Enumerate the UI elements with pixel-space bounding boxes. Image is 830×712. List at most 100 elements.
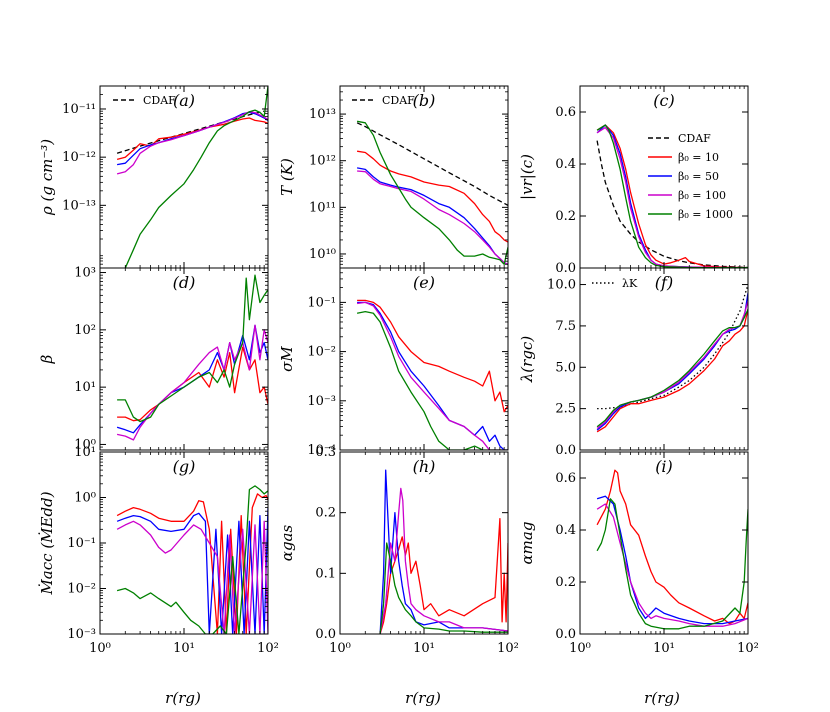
panel-h-ylabel: αgas (278, 525, 296, 562)
panel-a-line-b100 (116, 111, 268, 175)
panel-f-line-b1000 (596, 309, 748, 428)
panel-a-series-group (116, 86, 268, 268)
panel-c-ytick-label: 0.6 (555, 105, 576, 120)
panel-b-line-b100 (357, 170, 508, 265)
panel-c: 0.0 0.2 0.4 0.6 |vr|(c) (c) (518, 85, 749, 276)
panel-f-line-lambdaK (597, 284, 748, 410)
panel-i-xtick-label: 10² (737, 641, 759, 656)
panel-f-ylabel: λ(rgc) (518, 336, 536, 384)
panel-a: 10⁻¹³ 10⁻¹² 10⁻¹¹ ρ (g cm⁻³) (a) (38, 85, 269, 269)
panel-i-ytick-label: 0.2 (555, 575, 576, 590)
panel-h-ytick-label: 0.0 (315, 627, 336, 642)
panel-e-ytick-label: 10⁻⁴ (307, 443, 336, 458)
legend-text-c-b10: β₀ = 10 (678, 151, 719, 164)
panel-f-ytick-label: 2.5 (555, 402, 576, 417)
panel-e-ytick-label: 10⁻³ (307, 394, 336, 409)
panel-h-xtick-label: 10¹ (413, 641, 435, 656)
panel-i-ytick-label: 0.4 (555, 523, 576, 538)
panel-g-ytick-label: 10⁻² (67, 582, 96, 597)
panel-i-frame (579, 451, 749, 635)
panel-h-line-b10 (379, 518, 508, 634)
panel-h-line-b100 (379, 487, 508, 634)
panel-d-line-b10 (117, 346, 268, 422)
panel-d-line-b50 (116, 324, 268, 434)
panel-g: 10⁰ 10¹ 10² 10⁻³ 10⁻² 10⁻¹ 10⁰ 10¹ Ṁacc (ṀEdd) (g… (38, 445, 279, 656)
panel-h-line-b1000 (379, 542, 508, 634)
panel-d-ylabel: β (38, 354, 56, 364)
legend-text-c-cdaf: CDAF (678, 132, 711, 145)
panel-i-series-group (596, 469, 748, 630)
panel-f-line-b10 (596, 309, 748, 433)
panel-b-ytick-label: 10¹³ (309, 107, 336, 122)
panel-h-ytick-label: 0.1 (315, 566, 336, 581)
panel-d-line-b1000 (117, 274, 268, 423)
panel-g-ytick-label: 10⁻¹ (67, 536, 96, 551)
panel-f-ytick-label: 10.0 (547, 278, 576, 293)
panel-i-label: (i) (655, 457, 673, 476)
panel-e-line-b10 (357, 299, 508, 413)
panel-c-ytick-label: 0.2 (555, 209, 576, 224)
panel-f-ytick-label: 7.5 (555, 319, 576, 334)
panel-e-ytick-label: 10⁻¹ (307, 295, 336, 310)
panel-h-label: (h) (413, 457, 436, 476)
panel-e-line-b100 (357, 301, 508, 450)
panel-h-ytick-label: 0.3 (315, 445, 336, 460)
panel-d-ytick-label: 10² (74, 323, 96, 338)
panel-e-series-group (356, 299, 508, 450)
panel-d-ytick-label: 10¹ (74, 380, 96, 395)
panel-g-ylabel: Ṁacc (ṀEdd) (38, 491, 56, 595)
panel-g-xtick-label: 10² (257, 641, 279, 656)
panel-a-ytick-label: 10⁻¹² (62, 150, 96, 165)
panel-a-line-b50 (116, 111, 268, 166)
panel-h-series-group (379, 469, 508, 634)
panel-b-label: (b) (413, 91, 436, 110)
panels-group: 10⁻¹³ 10⁻¹² 10⁻¹¹ ρ (g cm⁻³) (a) 10¹⁰ 10¹¹ 10¹²… (38, 85, 759, 656)
legend-text-f-lambdak: λK (622, 277, 638, 290)
panel-c-frame (579, 85, 749, 269)
panel-c-label: (c) (653, 91, 674, 110)
panel-b-ytick-label: 10¹² (309, 154, 336, 169)
panel-i-xtick-label: 10¹ (653, 641, 675, 656)
panel-g-xtick-label: 10¹ (173, 641, 195, 656)
panel-i-ytick-label: 0.6 (555, 471, 576, 486)
panel-d-ytick-label: 10⁰ (74, 437, 96, 452)
x-axis-label-col1: r(rg) (165, 689, 201, 707)
panel-b-ylabel: T (K) (278, 158, 296, 196)
panel-e-ylabel: σM (278, 346, 296, 372)
panel-d-ytick-label: 10³ (74, 266, 96, 281)
panel-i-line-b50 (596, 495, 748, 625)
panel-b-series-group (356, 120, 508, 265)
panel-d-series-group (116, 274, 268, 441)
panel-i-xtick-label: 10⁰ (569, 641, 591, 656)
panel-g-ytick-label: 10⁻³ (67, 627, 96, 642)
x-axis-labels: r(rg) r(rg) r(rg) (165, 689, 680, 707)
panel-i-ytick-label: 0.0 (555, 627, 576, 642)
panel-b-line-CDAF (356, 122, 508, 206)
panel-c-series-group (596, 124, 748, 268)
panel-i-line-b100 (596, 503, 748, 627)
panel-b-line-b50 (356, 167, 508, 265)
panel-f: 0.0 2.5 5.0 7.5 10.0 λ(rgc) (f) (518, 267, 749, 458)
legend-text-c-b50: β₀ = 50 (678, 170, 719, 183)
panel-b-line-b10 (356, 150, 508, 243)
panel-g-line-b1000 (116, 485, 268, 634)
legend-text-b-cdaf: CDAF (382, 94, 415, 107)
panel-g-series-group (116, 485, 268, 634)
x-axis-label-col2: r(rg) (405, 689, 441, 707)
panel-e: 10⁻⁴ 10⁻³ 10⁻² 10⁻¹ σM (e) (278, 267, 509, 458)
panel-g-ytick-label: 10⁰ (74, 491, 96, 506)
panel-a-line-b1000 (124, 86, 268, 268)
panel-i-ylabel: αmag (518, 522, 536, 565)
legend-text-c-b1000: β₀ = 1000 (678, 208, 733, 221)
panel-f-ytick-label: 0.0 (555, 443, 576, 458)
panel-h: 10⁰ 10¹ 10² 0.0 0.1 0.2 0.3 αgas (h) (278, 445, 519, 656)
panel-f-series-group (596, 284, 748, 433)
panel-g-line-b100 (116, 520, 268, 634)
panel-a-ytick-label: 10⁻¹¹ (62, 102, 96, 117)
panel-f-label: (f) (655, 273, 673, 292)
panel-e-line-b50 (357, 301, 508, 450)
legend-text-a-cdaf: CDAF (143, 94, 176, 107)
panel-b: 10¹⁰ 10¹¹ 10¹² 10¹³ T (K) (b) (278, 85, 509, 269)
panel-g-label: (g) (173, 457, 196, 476)
x-axis-label-col3: r(rg) (644, 689, 680, 707)
